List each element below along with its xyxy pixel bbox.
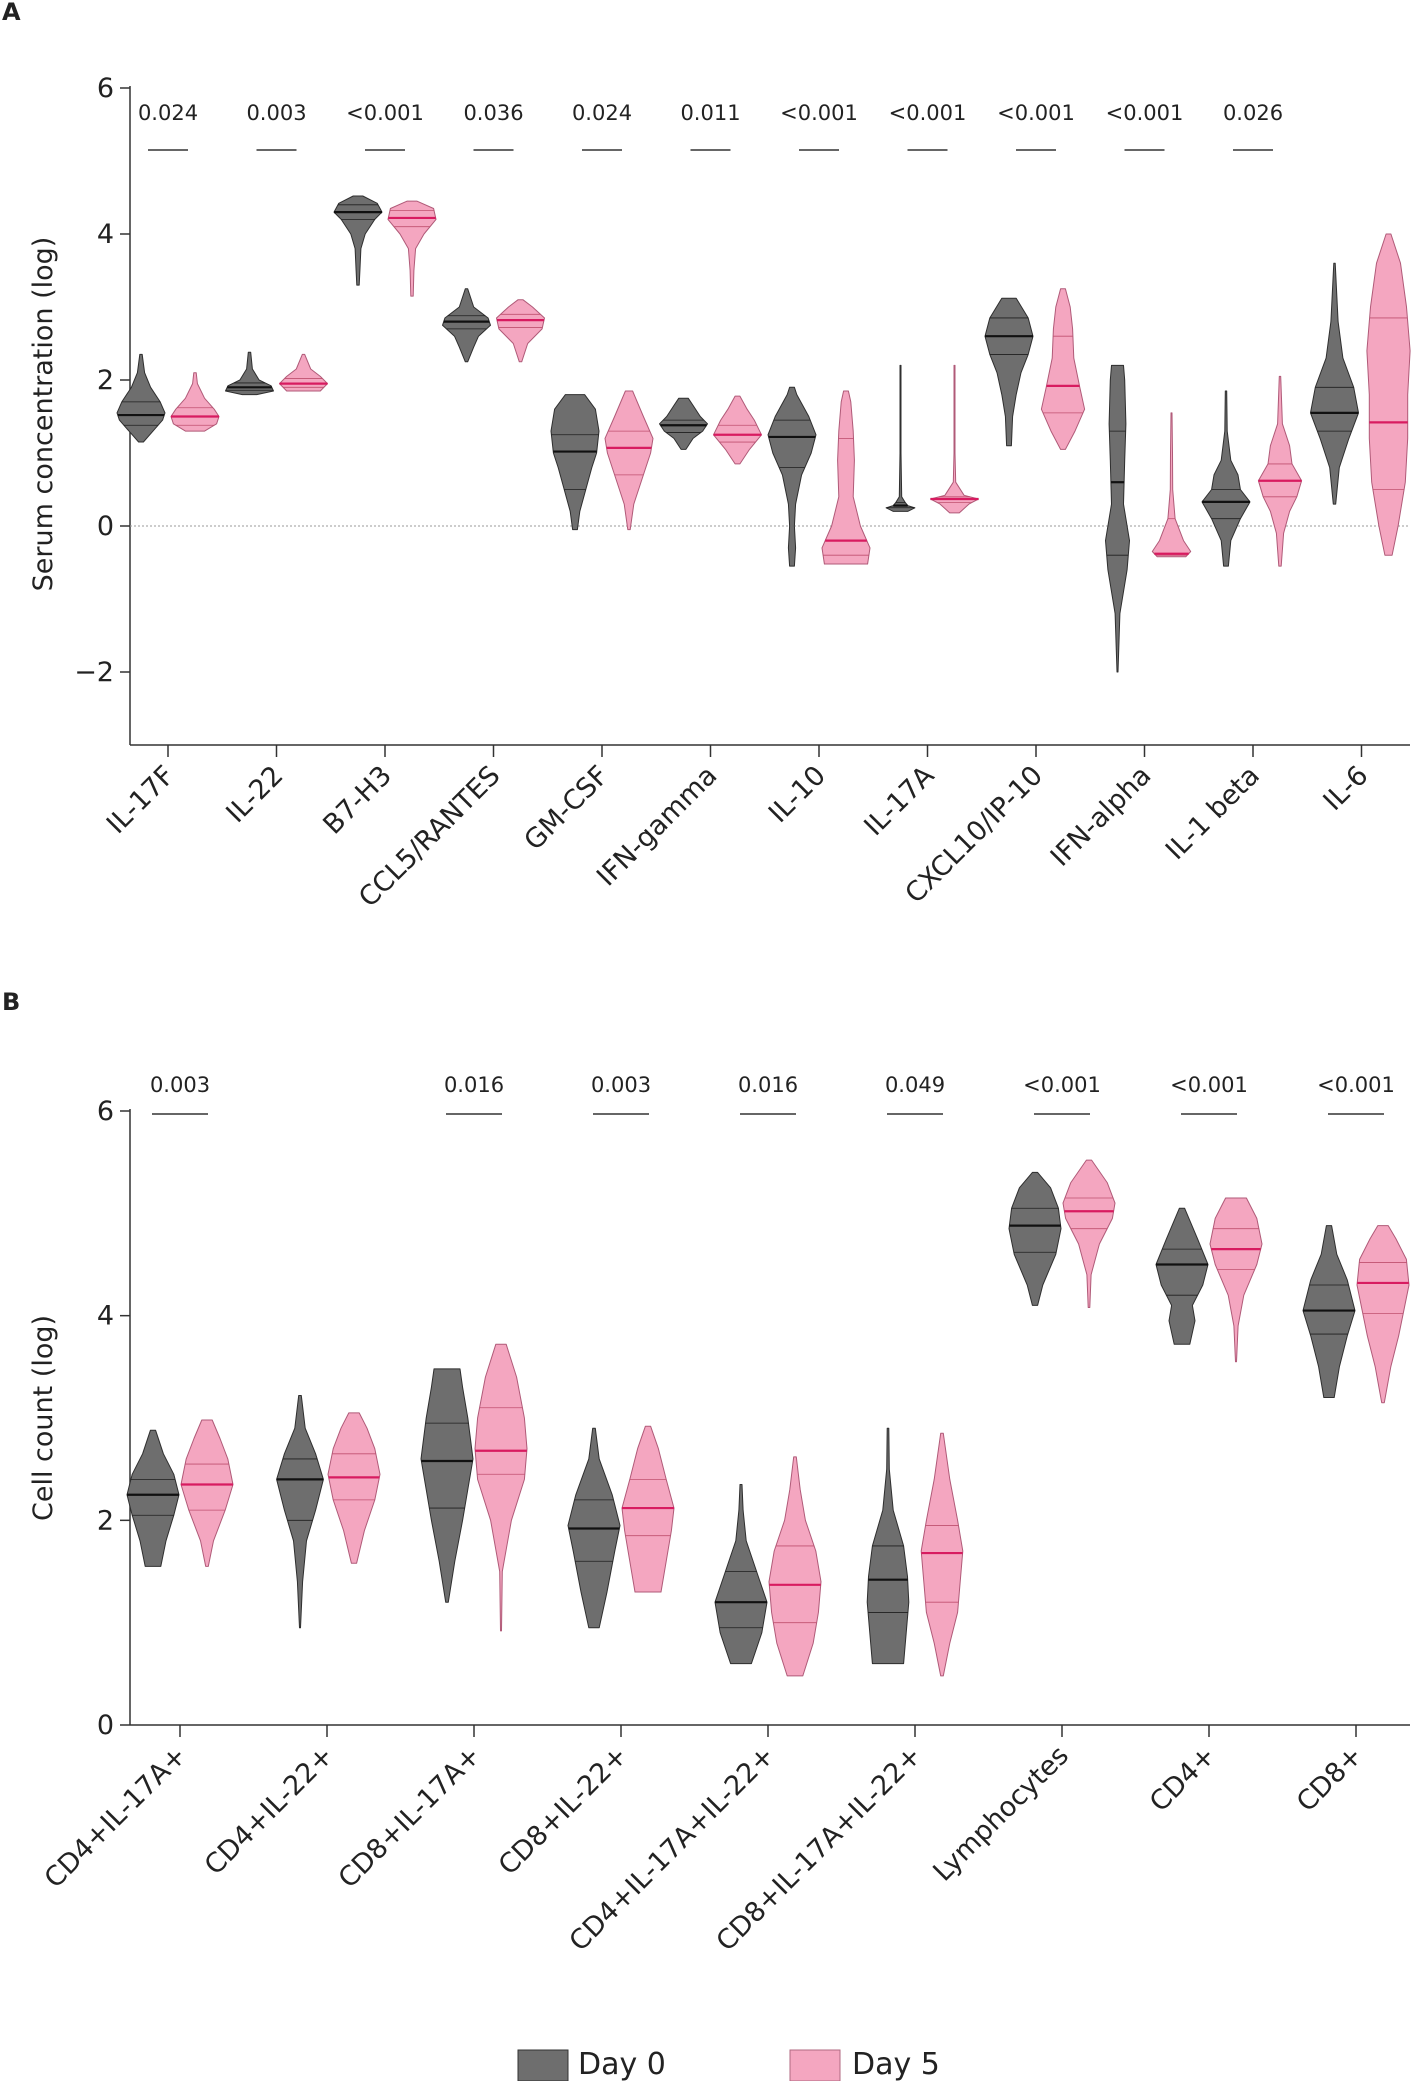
violin-day-5-cd4-il-17a bbox=[180, 1419, 234, 1567]
legend-swatch-day-5 bbox=[789, 2049, 841, 2081]
violin-day-5-ifn-alpha bbox=[1151, 412, 1192, 558]
p-value-label: 0.003 bbox=[150, 1073, 210, 1097]
p-value-label: 0.011 bbox=[680, 101, 740, 125]
category-label-il-6: IL-6 bbox=[1318, 760, 1375, 817]
violin-day-0-il-17a bbox=[885, 364, 916, 512]
violin-day-5-il-1-beta bbox=[1257, 375, 1303, 567]
violin-day-5-cd8-il-17a bbox=[474, 1343, 528, 1632]
violin-day-5-il-17a bbox=[930, 364, 979, 514]
violin-day-0-ccl5-rantes bbox=[442, 288, 491, 363]
p-value-label: <0.001 bbox=[997, 101, 1075, 125]
violin-day-5-cd4 bbox=[1209, 1197, 1263, 1363]
violin-day-0-b7-h3 bbox=[333, 195, 383, 286]
y-tick-label: 6 bbox=[97, 1096, 114, 1127]
p-value-label: 0.003 bbox=[591, 1073, 651, 1097]
violin-day-0-cd4-il-17a-il-22 bbox=[714, 1484, 768, 1665]
p-value-label: 0.036 bbox=[463, 101, 523, 125]
y-tick-label: 2 bbox=[97, 1505, 114, 1536]
violin-day-0-lymphocytes bbox=[1008, 1171, 1062, 1306]
category-label-cd8-il-22: CD8+IL-22+ bbox=[493, 1740, 634, 1881]
legend-swatch-day-0 bbox=[517, 2049, 569, 2081]
violin-day-0-cd8-il-17a bbox=[420, 1368, 474, 1603]
violin-day-5-b7-h3 bbox=[387, 200, 437, 297]
y-tick-label: 4 bbox=[97, 219, 114, 250]
violin-day-5-lymphocytes bbox=[1062, 1159, 1116, 1308]
panel-b-label: B bbox=[2, 988, 20, 1016]
violin-day-5-il-17f bbox=[170, 372, 220, 432]
category-label-il-1-beta: IL-1 beta bbox=[1160, 760, 1266, 866]
y-tick-label: 0 bbox=[97, 1710, 114, 1741]
violin-day-5-cd8-il-17a-il-22 bbox=[920, 1432, 964, 1677]
p-value-label: 0.016 bbox=[738, 1073, 798, 1097]
y-tick-label: 0 bbox=[97, 511, 114, 542]
p-value-label: <0.001 bbox=[346, 101, 424, 125]
legend-label-day-5: Day 5 bbox=[852, 2047, 940, 2081]
violin-day-0-cd4-il-17a bbox=[126, 1429, 180, 1567]
violin-day-5-cxcl10-ip-10 bbox=[1040, 288, 1086, 450]
p-value-label: <0.001 bbox=[1317, 1073, 1395, 1097]
panel-b-chart: B Cell count (log) 0 2 4 6 CD4+IL-17A+ 0.003 C… bbox=[2, 988, 1410, 1957]
violin-day-5-il-22 bbox=[279, 353, 328, 392]
p-value-label: 0.024 bbox=[138, 101, 198, 125]
category-label-cd4: CD4+ bbox=[1144, 1740, 1222, 1818]
category-label-gm-csf: GM-CSF bbox=[518, 760, 615, 857]
violin-day-0-ifn-gamma bbox=[659, 397, 708, 450]
p-value-label: 0.003 bbox=[246, 101, 306, 125]
category-label-cd4-il-17a: CD4+IL-17A+ bbox=[39, 1740, 193, 1894]
violin-day-0-il-10 bbox=[767, 386, 817, 567]
y-tick-label: 6 bbox=[97, 73, 114, 104]
category-label-cd8: CD8+ bbox=[1291, 1740, 1369, 1818]
category-label-lymphocytes: Lymphocytes bbox=[927, 1740, 1075, 1888]
p-value-label: 0.026 bbox=[1223, 101, 1283, 125]
panel-a-label: A bbox=[2, 0, 21, 26]
p-value-label: 0.016 bbox=[444, 1073, 504, 1097]
violin-day-5-cd4-il-22 bbox=[327, 1412, 381, 1564]
category-label-b7-h3: B7-H3 bbox=[317, 760, 398, 841]
violin-day-5-ifn-gamma bbox=[713, 395, 762, 465]
legend: Day 0 Day 5 bbox=[517, 2047, 940, 2081]
violin-day-0-il-17f bbox=[116, 353, 166, 443]
violin-day-0-il-22 bbox=[225, 351, 274, 396]
violin-day-5-cd8 bbox=[1356, 1225, 1410, 1404]
violin-day-0-ifn-alpha bbox=[1105, 364, 1130, 673]
violin-day-5-ccl5-rantes bbox=[496, 299, 545, 363]
category-label-cd8-il-17a: CD8+IL-17A+ bbox=[333, 1740, 487, 1894]
category-label-il-22: IL-22 bbox=[220, 760, 289, 829]
p-value-label: <0.001 bbox=[780, 101, 858, 125]
violin-day-0-cd4 bbox=[1155, 1207, 1209, 1345]
p-value-label: 0.024 bbox=[572, 101, 632, 125]
p-value-label: <0.001 bbox=[889, 101, 967, 125]
violin-day-5-gm-csf bbox=[604, 390, 654, 531]
y-tick-label: 2 bbox=[97, 365, 114, 396]
violin-day-0-cxcl10-ip-10 bbox=[984, 297, 1034, 447]
violin-day-0-gm-csf bbox=[550, 394, 600, 531]
violin-day-5-cd4-il-17a-il-22 bbox=[768, 1456, 822, 1677]
p-value-label: <0.001 bbox=[1023, 1073, 1101, 1097]
category-label-il-10: IL-10 bbox=[763, 760, 832, 829]
p-value-label: 0.049 bbox=[885, 1073, 945, 1097]
violin-day-5-il-6 bbox=[1366, 233, 1411, 556]
violin-day-0-il-6 bbox=[1310, 262, 1359, 505]
category-label-ifn-alpha: IFN-alpha bbox=[1045, 760, 1158, 873]
category-label-il-17f: IL-17F bbox=[101, 760, 181, 840]
category-label-il-17a: IL-17A bbox=[858, 760, 940, 842]
panel-b-y-axis-label: Cell count (log) bbox=[28, 1315, 59, 1521]
p-value-label: <0.001 bbox=[1106, 101, 1184, 125]
panel-a-chart: A Serum concentration (log) −2 0 2 4 6 IL-17F… bbox=[2, 0, 1411, 914]
violin-day-0-il-1-beta bbox=[1201, 390, 1251, 567]
violin-day-5-il-10 bbox=[821, 390, 871, 565]
y-tick-label: −2 bbox=[74, 657, 114, 688]
panel-a-y-axis-label: Serum concentration (log) bbox=[28, 237, 59, 592]
violin-day-0-cd4-il-22 bbox=[276, 1395, 324, 1629]
p-value-label: <0.001 bbox=[1170, 1073, 1248, 1097]
y-tick-label: 4 bbox=[97, 1301, 114, 1332]
legend-label-day-0: Day 0 bbox=[578, 2047, 666, 2081]
category-label-cd4-il-22: CD4+IL-22+ bbox=[199, 1740, 340, 1881]
